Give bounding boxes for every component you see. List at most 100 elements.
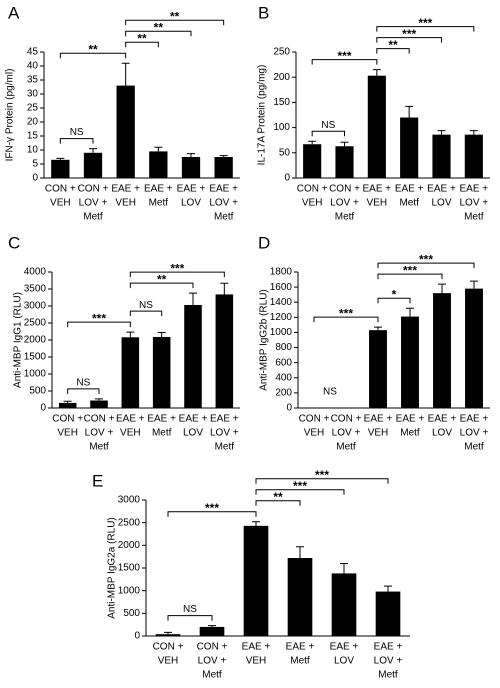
significance-bracket (167, 615, 213, 621)
x-tick-label: LOV + (210, 428, 239, 439)
x-tick-label: EAE + (396, 414, 425, 425)
error-bar (340, 562, 348, 574)
x-tick-label: Metf (335, 212, 355, 223)
y-tick-label: 20 (27, 117, 39, 128)
y-tick-label: 0 (284, 173, 290, 184)
y-tick-label: 15 (27, 131, 39, 142)
y-tick-label: 3000 (118, 495, 141, 506)
x-tick-label: Metf (215, 442, 235, 453)
bar (401, 316, 419, 408)
x-tick-label: LOV (431, 198, 451, 209)
bar (375, 591, 401, 636)
significance-bracket (129, 282, 194, 289)
y-tick-label: 0 (286, 403, 292, 414)
bar (243, 525, 269, 636)
x-tick-label: EAE + (242, 642, 271, 653)
significance-label: NS (321, 120, 335, 131)
significance-bracket (313, 316, 379, 323)
x-tick-label: EAE + (428, 414, 457, 425)
bar (331, 573, 357, 636)
x-tick-label: CON + (297, 184, 328, 195)
significance-label: ** (388, 38, 398, 52)
x-tick-label: LOV (432, 428, 452, 439)
bar (149, 151, 168, 178)
x-tick-label: LOV (183, 428, 203, 439)
x-tick-label: LOV + (79, 198, 108, 209)
x-tick-label: CON + (299, 414, 330, 425)
bar (152, 336, 171, 408)
x-tick-label: Metf (399, 198, 419, 209)
x-tick-label: EAE + (363, 184, 392, 195)
bar (432, 134, 451, 178)
bar (199, 626, 225, 636)
bar (400, 117, 419, 178)
error-bar (189, 292, 197, 305)
error-bar (296, 546, 304, 559)
error-bar (438, 283, 446, 294)
x-tick-label: Metf (89, 442, 109, 453)
significance-bracket (377, 262, 475, 269)
significance-bracket (129, 310, 163, 317)
x-tick-label: Metf (464, 212, 484, 223)
y-axis-label: Anti-MBP IgG2a (RLU) (107, 517, 118, 619)
significance-label: NS (70, 127, 84, 138)
significance-label: ** (170, 9, 180, 23)
error-bar (469, 130, 478, 135)
y-tick-label: 30 (27, 89, 39, 100)
significance-label: *** (402, 27, 416, 41)
y-tick-label: 2500 (118, 517, 141, 528)
bar (51, 159, 70, 178)
error-bar (308, 140, 317, 145)
significance-bracket (311, 130, 345, 137)
x-tick-label: Metf (214, 212, 234, 223)
y-tick-label: 10 (27, 145, 39, 156)
error-bar (56, 157, 65, 160)
y-tick-label: 40 (27, 61, 39, 72)
x-tick-label: Metf (400, 428, 420, 439)
x-tick-label: EAE + (116, 414, 145, 425)
y-tick-label: 25 (27, 103, 39, 114)
y-tick-label: 5 (32, 159, 38, 170)
y-tick-label: 500 (123, 608, 140, 619)
error-bar (187, 153, 195, 157)
y-tick-label: 2500 (24, 318, 47, 329)
y-axis-label: IFN-γ Protein (pg/ml) (5, 69, 16, 162)
y-tick-label: 45 (27, 47, 39, 58)
bar (369, 330, 387, 408)
significance-bracket (129, 271, 225, 278)
y-tick-label: 1000 (270, 327, 293, 338)
significance-label: *** (293, 479, 307, 493)
error-bar (63, 400, 72, 403)
x-tick-label: EAE + (210, 414, 239, 425)
x-tick-label: VEH (246, 656, 267, 667)
significance-bracket (377, 297, 411, 304)
x-tick-label: Metf (336, 442, 356, 453)
x-tick-label: LOV + (198, 656, 227, 667)
significance-label: *** (419, 252, 433, 266)
x-tick-label: Metf (149, 198, 169, 209)
bar (184, 304, 202, 408)
y-tick-label: 400 (275, 372, 292, 383)
x-tick-label: LOV + (332, 428, 361, 439)
x-tick-label: VEH (115, 198, 136, 209)
x-tick-label: CON + (197, 642, 228, 653)
x-tick-label: EAE + (330, 642, 359, 653)
x-tick-label: EAE + (460, 184, 489, 195)
bar (464, 134, 483, 178)
x-tick-label: Metf (152, 428, 172, 439)
significance-label: ** (137, 31, 147, 45)
error-bar (121, 62, 130, 86)
bar (90, 400, 108, 408)
significance-bracket (255, 478, 389, 484)
significance-bracket (125, 30, 192, 37)
significance-bracket (376, 37, 442, 43)
significance-label: *** (337, 49, 351, 63)
y-tick-label: 35 (27, 75, 39, 86)
bar (433, 293, 451, 408)
significance-label: *** (418, 16, 432, 30)
y-tick-label: 100 (273, 122, 290, 133)
y-tick-label: 2000 (118, 540, 141, 551)
x-tick-label: LOV + (374, 656, 403, 667)
y-tick-label: 3000 (24, 301, 47, 312)
x-tick-label: EAE + (177, 184, 206, 195)
